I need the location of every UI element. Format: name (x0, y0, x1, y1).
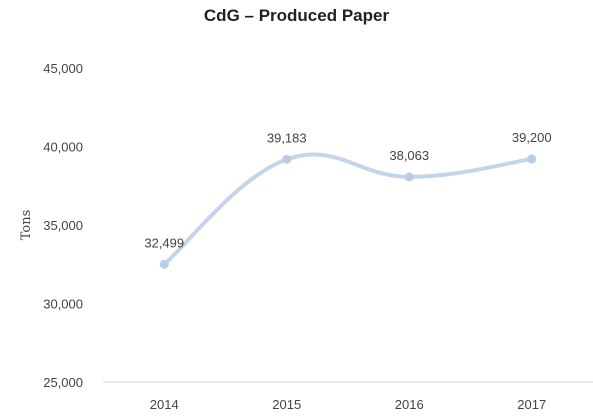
chart-title: CdG – Produced Paper (203, 6, 390, 25)
data-point (527, 154, 537, 164)
data-point (404, 172, 414, 182)
data-label: 39,200 (512, 130, 552, 145)
y-axis-ticks: 25,000 30,000 35,000 40,000 45,000 (43, 61, 83, 390)
y-tick-label: 40,000 (43, 140, 83, 155)
x-tick-label: 2017 (517, 397, 546, 412)
data-point (282, 154, 292, 164)
data-point (159, 259, 169, 269)
data-label: 38,063 (389, 148, 429, 163)
data-labels: 32,499 39,183 38,063 39,200 (144, 130, 551, 250)
data-points (159, 154, 537, 269)
data-label: 32,499 (144, 235, 184, 250)
y-tick-label: 45,000 (43, 61, 83, 76)
y-axis-label: Tons (19, 210, 34, 241)
x-axis-ticks: 2014 2015 2016 2017 (150, 397, 546, 412)
data-label: 39,183 (267, 130, 307, 145)
x-tick-label: 2014 (150, 397, 179, 412)
y-tick-label: 35,000 (43, 218, 83, 233)
y-tick-label: 30,000 (43, 297, 83, 312)
x-tick-label: 2016 (395, 397, 424, 412)
x-tick-label: 2015 (272, 397, 301, 412)
series-line (162, 152, 534, 267)
y-tick-label: 25,000 (43, 375, 83, 390)
